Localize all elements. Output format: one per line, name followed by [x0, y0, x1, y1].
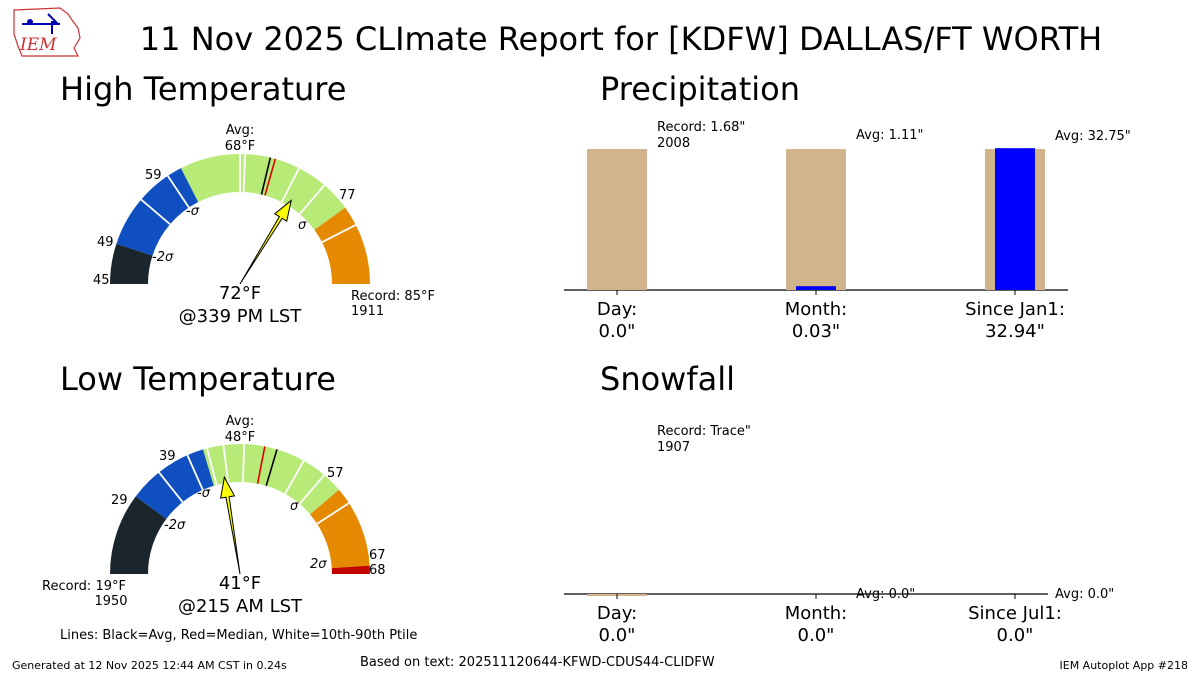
logo-station-dot: [27, 19, 33, 25]
annotation-0: Record: 1.68": [657, 120, 745, 135]
percentile-line-6: [298, 474, 325, 505]
gauge-bin-1: [135, 449, 214, 519]
legend-note: Lines: Black=Avg, Red=Median, White=10th…: [60, 628, 418, 643]
percentile-line-6: [321, 224, 357, 244]
record-label: Record: 85°F: [351, 289, 435, 304]
category-label-0: Day:: [597, 299, 637, 320]
percentile-line-2: [206, 448, 218, 486]
record-label: Record: 19°F: [42, 579, 126, 594]
annotation-1: 2008: [657, 136, 690, 151]
percentile-line-1: [186, 454, 204, 491]
observed-label-2: 32.94": [985, 321, 1045, 342]
tick-label-2: 59: [145, 168, 162, 183]
gauge-bin-3: [310, 489, 370, 569]
logo-antenna: [47, 13, 59, 34]
gauge-bin-2: [180, 154, 346, 230]
tick-label-3: 77: [339, 188, 356, 203]
record-year-label: 1911: [351, 304, 384, 319]
logo-text: IEM: [19, 35, 57, 55]
precipitation-title: Precipitation: [600, 70, 801, 108]
snowfall-title: Snowfall: [600, 360, 735, 398]
iem-logo: IEM: [13, 7, 81, 57]
percentile-line-0: [140, 198, 171, 225]
observed-arrow: [239, 199, 292, 285]
observed-value-label: 41°F: [219, 573, 261, 594]
observed-label-0: 0.0": [599, 321, 636, 342]
percentile-line-3: [222, 444, 230, 483]
sigma-label-0: -2σ: [164, 518, 186, 533]
percentile-line-1: [167, 175, 190, 209]
tick-label-0: 29: [111, 493, 128, 508]
category-label-0: Day:: [597, 603, 637, 624]
sigma-label-1: -σ: [197, 486, 211, 501]
annotation-0: Record: Trace": [657, 424, 751, 439]
sigma-label-2: σ: [290, 499, 299, 514]
reference-bar-0: [587, 149, 647, 290]
high-temperature-title: High Temperature: [60, 70, 347, 108]
generated-note: Generated at 12 Nov 2025 12:44 AM CST in…: [12, 659, 287, 672]
percentile-line-3: [242, 154, 247, 193]
observed-label-0: 0.0": [599, 625, 636, 646]
tick-label-1: 39: [159, 449, 176, 464]
avg-label: Avg:: [226, 123, 254, 138]
category-label-2: Since Jul1:: [968, 603, 1062, 624]
annotation-1: 1907: [657, 440, 690, 455]
app-note: IEM Autoplot App #218: [1059, 659, 1189, 672]
percentile-line-5: [284, 460, 305, 495]
sigma-label-1: -σ: [186, 204, 200, 219]
gauge-bin-0: [110, 496, 167, 574]
sigma-label-0: -2σ: [152, 250, 174, 265]
reference-bar-1: [786, 149, 846, 290]
tick-label-3: 67: [369, 548, 386, 563]
percentile-line-7: [316, 502, 350, 525]
sigma-label-2: σ: [298, 218, 307, 233]
percentile-line-5: [299, 184, 326, 215]
category-label-2: Since Jan1:: [965, 299, 1065, 320]
median-line: [256, 446, 266, 484]
low-temperature-title: Low Temperature: [60, 360, 336, 398]
observed-bar-2: [995, 148, 1035, 290]
avg-label: Avg:: [226, 414, 254, 429]
category-label-1: Month:: [785, 603, 847, 624]
source-note: Based on text: 202511120644-KFWD-CDUS44-…: [360, 655, 715, 670]
category-label-1: Month:: [785, 299, 847, 320]
observed-value-label: 72°F: [219, 283, 261, 304]
average-line: [265, 449, 278, 487]
gauge-bin-3: [314, 207, 370, 284]
percentile-line-4: [242, 444, 246, 483]
tick-label-1: 49: [97, 235, 114, 250]
observed-bar-1: [796, 286, 836, 290]
avg-value-label: 68°F: [225, 139, 256, 154]
median-line: [264, 158, 277, 196]
tick-label-4: 68: [369, 563, 386, 578]
gauge-bin-0: [110, 243, 153, 284]
observed-label-1: 0.0": [798, 625, 835, 646]
observed-time-label: @215 AM LST: [178, 596, 303, 617]
average-line: [260, 157, 272, 195]
page-title: 11 Nov 2025 CLImate Report for [KDFW] DA…: [139, 20, 1103, 58]
annotation-2: Avg: 0.0": [856, 587, 915, 602]
annotation-2: Avg: 1.11": [856, 128, 924, 143]
percentile-line-0: [158, 471, 184, 503]
record-year-label: 1950: [94, 594, 127, 609]
tick-label-2: 57: [327, 466, 344, 481]
avg-value-label: 48°F: [225, 430, 256, 445]
annotation-3: Avg: 0.0": [1055, 587, 1114, 602]
observed-time-label: @339 PM LST: [179, 306, 303, 327]
gauge-bin-4: [331, 565, 370, 574]
annotation-3: Avg: 32.75": [1055, 129, 1131, 144]
observed-label-1: 0.03": [792, 321, 840, 342]
percentile-line-4: [280, 167, 300, 203]
tick-label-0: 45: [93, 273, 110, 288]
observed-arrow: [220, 475, 241, 575]
observed-label-2: 0.0": [997, 625, 1034, 646]
sigma-label-3: 2σ: [310, 557, 327, 572]
